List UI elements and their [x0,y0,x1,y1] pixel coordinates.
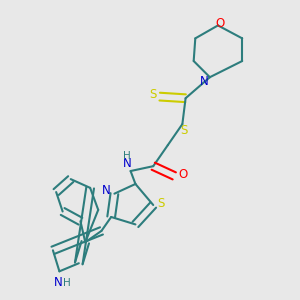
Text: O: O [179,168,188,182]
Text: N: N [102,184,111,197]
Text: S: S [180,124,188,137]
Text: N: N [123,158,132,170]
Text: S: S [158,197,165,210]
Text: H: H [63,278,70,288]
Text: H: H [124,151,131,160]
Text: N: N [200,75,208,88]
Text: N: N [53,276,62,289]
Text: S: S [149,88,157,101]
Text: O: O [215,17,224,30]
